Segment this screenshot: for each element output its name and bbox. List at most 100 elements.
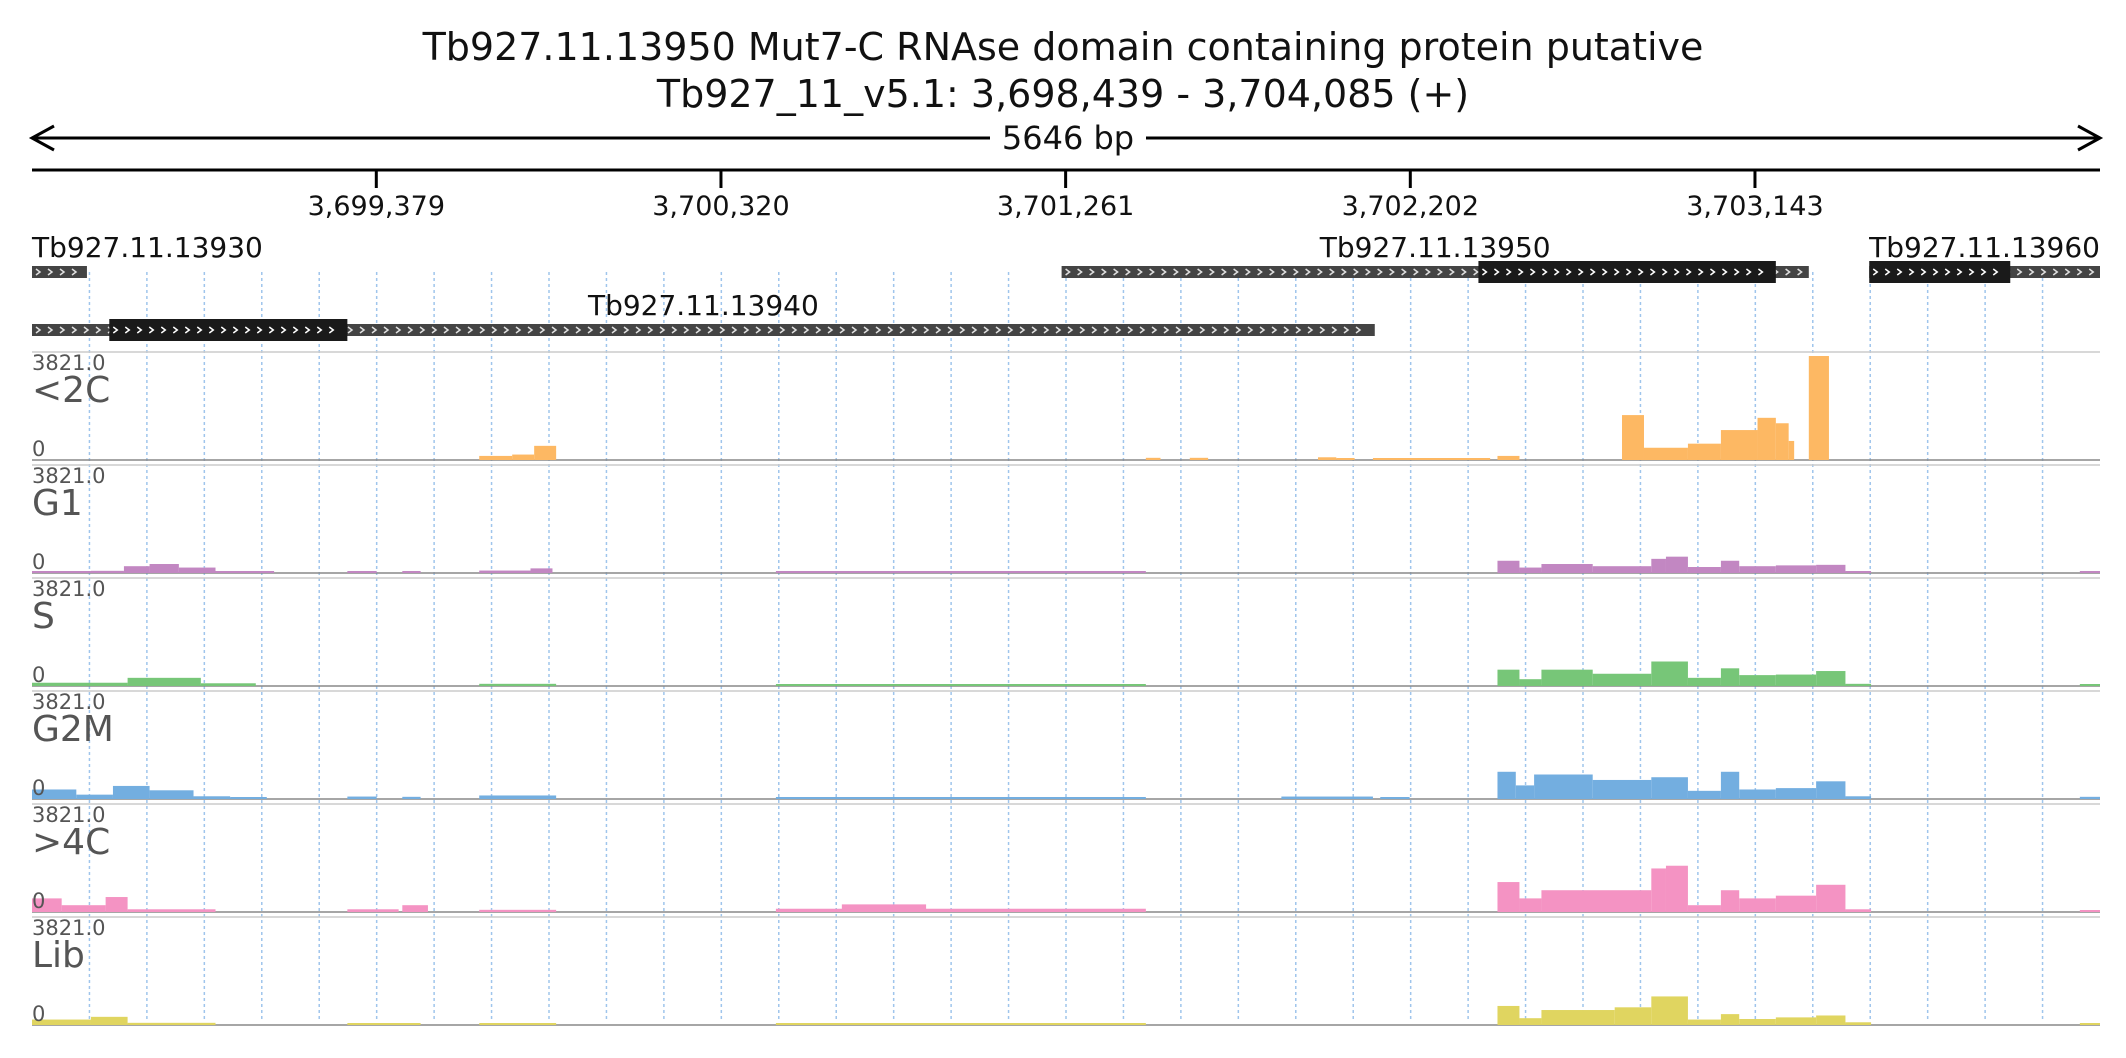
strand-arrow-icon bbox=[611, 326, 618, 334]
track-min-value: 0 bbox=[32, 776, 45, 800]
strand-arrow-icon bbox=[160, 326, 167, 334]
coverage-bar bbox=[530, 568, 553, 573]
strand-arrow-icon bbox=[1125, 268, 1131, 276]
strand-arrow-icon bbox=[1259, 326, 1266, 334]
coverage-bar bbox=[1515, 785, 1535, 799]
strand-arrow-icon bbox=[1283, 326, 1290, 334]
strand-arrow-icon bbox=[671, 326, 678, 334]
strand-arrow-icon bbox=[35, 326, 42, 334]
strand-arrow-icon bbox=[1896, 268, 1903, 276]
track-name: >4C bbox=[32, 822, 110, 863]
strand-arrow-icon bbox=[59, 326, 66, 334]
strand-arrow-icon bbox=[1235, 326, 1242, 334]
strand-arrow-icon bbox=[971, 326, 978, 334]
coverage-bar bbox=[1775, 565, 1817, 573]
strand-arrow-icon bbox=[1449, 268, 1455, 276]
strand-arrow-icon bbox=[268, 326, 275, 334]
span-indicator: 5646 bp bbox=[28, 119, 2104, 157]
strand-arrow-icon bbox=[304, 326, 311, 334]
strand-arrow-icon bbox=[815, 326, 822, 334]
coverage-bar bbox=[402, 796, 421, 799]
coverage-bar bbox=[1739, 1019, 1776, 1025]
strand-arrow-icon bbox=[1565, 268, 1572, 276]
strand-arrow-icon bbox=[1517, 268, 1524, 276]
coverage-bar bbox=[1497, 455, 1520, 460]
strand-arrow-icon bbox=[1992, 268, 1999, 276]
strand-arrow-icon bbox=[1305, 268, 1311, 276]
coverage-bar bbox=[402, 571, 421, 573]
strand-arrow-icon bbox=[1281, 268, 1287, 276]
strand-arrow-icon bbox=[827, 326, 834, 334]
strand-arrow-icon bbox=[136, 326, 143, 334]
strand-arrow-icon bbox=[719, 326, 726, 334]
coverage-bar bbox=[1845, 909, 1872, 912]
strand-arrow-icon bbox=[935, 326, 942, 334]
strand-arrow-icon bbox=[659, 326, 666, 334]
strand-arrow-icon bbox=[959, 326, 966, 334]
strand-arrow-icon bbox=[383, 326, 390, 334]
strand-arrow-icon bbox=[1103, 326, 1110, 334]
coverage-bar bbox=[123, 566, 150, 573]
strand-arrow-icon bbox=[1067, 326, 1074, 334]
track-max-value: 3821.0 bbox=[32, 577, 105, 601]
strand-arrow-icon bbox=[575, 326, 582, 334]
strand-arrow-icon bbox=[1209, 268, 1215, 276]
coverage-bar bbox=[1145, 457, 1161, 460]
coverage-bar bbox=[479, 683, 557, 686]
strand-arrow-icon bbox=[863, 326, 870, 334]
strand-arrow-icon bbox=[47, 326, 54, 334]
strand-arrow-icon bbox=[1613, 268, 1620, 276]
strand-arrow-icon bbox=[707, 326, 714, 334]
strand-arrow-icon bbox=[1007, 326, 1014, 334]
strand-arrow-icon bbox=[983, 326, 990, 334]
coverage-bar bbox=[1687, 905, 1721, 912]
strand-arrow-icon bbox=[292, 326, 299, 334]
strand-arrow-icon bbox=[1721, 268, 1728, 276]
strand-arrow-icon bbox=[551, 326, 558, 334]
coverage-bar bbox=[90, 1016, 128, 1025]
strand-arrow-icon bbox=[184, 326, 191, 334]
strand-arrow-icon bbox=[2088, 268, 2095, 276]
coverage-bar bbox=[479, 1023, 557, 1025]
gene-cds bbox=[1869, 261, 2011, 283]
coverage-bar bbox=[1380, 797, 1410, 799]
coverage-bar bbox=[1845, 683, 1872, 686]
track-max-value: 3821.0 bbox=[32, 916, 105, 940]
strand-arrow-icon bbox=[647, 326, 654, 334]
strand-arrow-icon bbox=[1709, 268, 1716, 276]
coverage-bar bbox=[1739, 789, 1776, 799]
coverage-bar bbox=[1739, 898, 1776, 912]
strand-arrow-icon bbox=[1968, 268, 1975, 276]
strand-arrow-icon bbox=[1425, 268, 1431, 276]
strand-arrow-icon bbox=[1065, 268, 1071, 276]
coverage-bar bbox=[1651, 558, 1666, 573]
strand-arrow-icon bbox=[1541, 268, 1548, 276]
strand-arrow-icon bbox=[1745, 268, 1752, 276]
coverage-bar bbox=[1739, 566, 1776, 573]
strand-arrow-icon bbox=[1649, 268, 1656, 276]
track-min-value: 0 bbox=[32, 1002, 45, 1026]
strand-arrow-icon bbox=[220, 326, 227, 334]
coverage-bar bbox=[1372, 458, 1491, 460]
coverage-bar bbox=[1592, 673, 1652, 686]
gene-label: Tb927.11.13960 bbox=[1868, 231, 2100, 264]
strand-arrow-icon bbox=[911, 326, 918, 334]
coverage-bar bbox=[1317, 457, 1337, 460]
track-name: G2M bbox=[32, 709, 114, 750]
coverage-bar bbox=[775, 797, 1146, 799]
coverage-bar bbox=[1281, 796, 1373, 799]
strand-arrow-icon bbox=[1151, 326, 1158, 334]
gene-label: Tb927.11.13940 bbox=[587, 289, 819, 322]
strand-arrow-icon bbox=[1319, 326, 1326, 334]
left-arrow-icon bbox=[28, 124, 55, 152]
strand-arrow-icon bbox=[1317, 268, 1323, 276]
strand-arrow-icon bbox=[1797, 268, 1803, 276]
coverage-bar bbox=[76, 794, 113, 799]
strand-arrow-icon bbox=[1091, 326, 1098, 334]
coverage-bar bbox=[1720, 560, 1740, 573]
strand-arrow-icon bbox=[443, 326, 450, 334]
coverage-bar bbox=[1816, 671, 1846, 686]
strand-arrow-icon bbox=[1233, 268, 1239, 276]
strand-arrow-icon bbox=[244, 326, 251, 334]
